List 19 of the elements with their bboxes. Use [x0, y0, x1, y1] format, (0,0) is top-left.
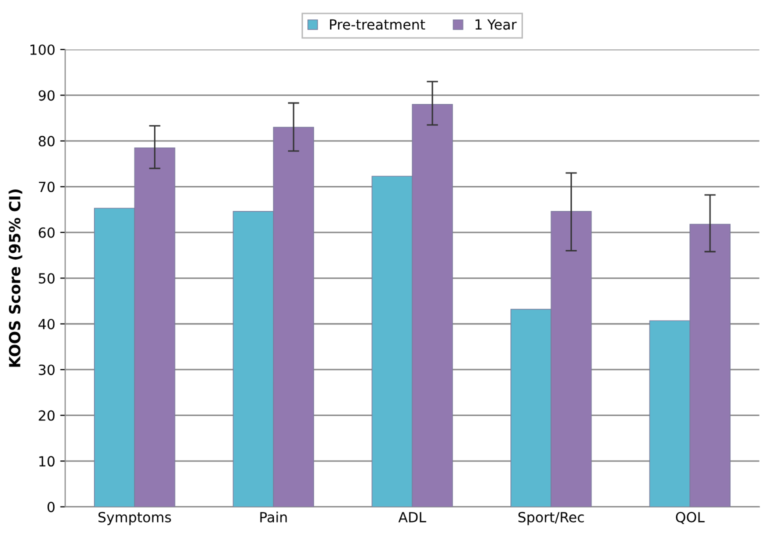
y-tick-label: 80	[38, 136, 55, 146]
x-tick-label: QOL	[676, 512, 705, 524]
y-tick-label: 10	[39, 456, 55, 467]
y-tick-label: 50	[38, 273, 55, 284]
y-tick-label: 20	[38, 410, 55, 421]
y-tick-label: 60	[38, 227, 55, 238]
x-tick-label: Symptoms	[98, 512, 171, 526]
legend-label: 1 Year	[476, 19, 517, 30]
y-tick-label: 90	[38, 90, 55, 101]
y-tick-label: 40	[38, 318, 55, 330]
x-tick-label: Pain	[260, 512, 287, 522]
legend-label: Pre-treatment	[330, 19, 426, 30]
y-axis-title: KOOS Score (95% CI)	[8, 189, 22, 367]
y-tick-label: 100	[30, 44, 55, 55]
y-tick-label: 0	[48, 502, 55, 512]
x-tick-label: Sport/Rec	[518, 512, 584, 526]
x-tick-label: ADL	[398, 512, 426, 522]
y-tick-label: 70	[38, 182, 55, 192]
y-tick-label: 30	[38, 364, 55, 376]
